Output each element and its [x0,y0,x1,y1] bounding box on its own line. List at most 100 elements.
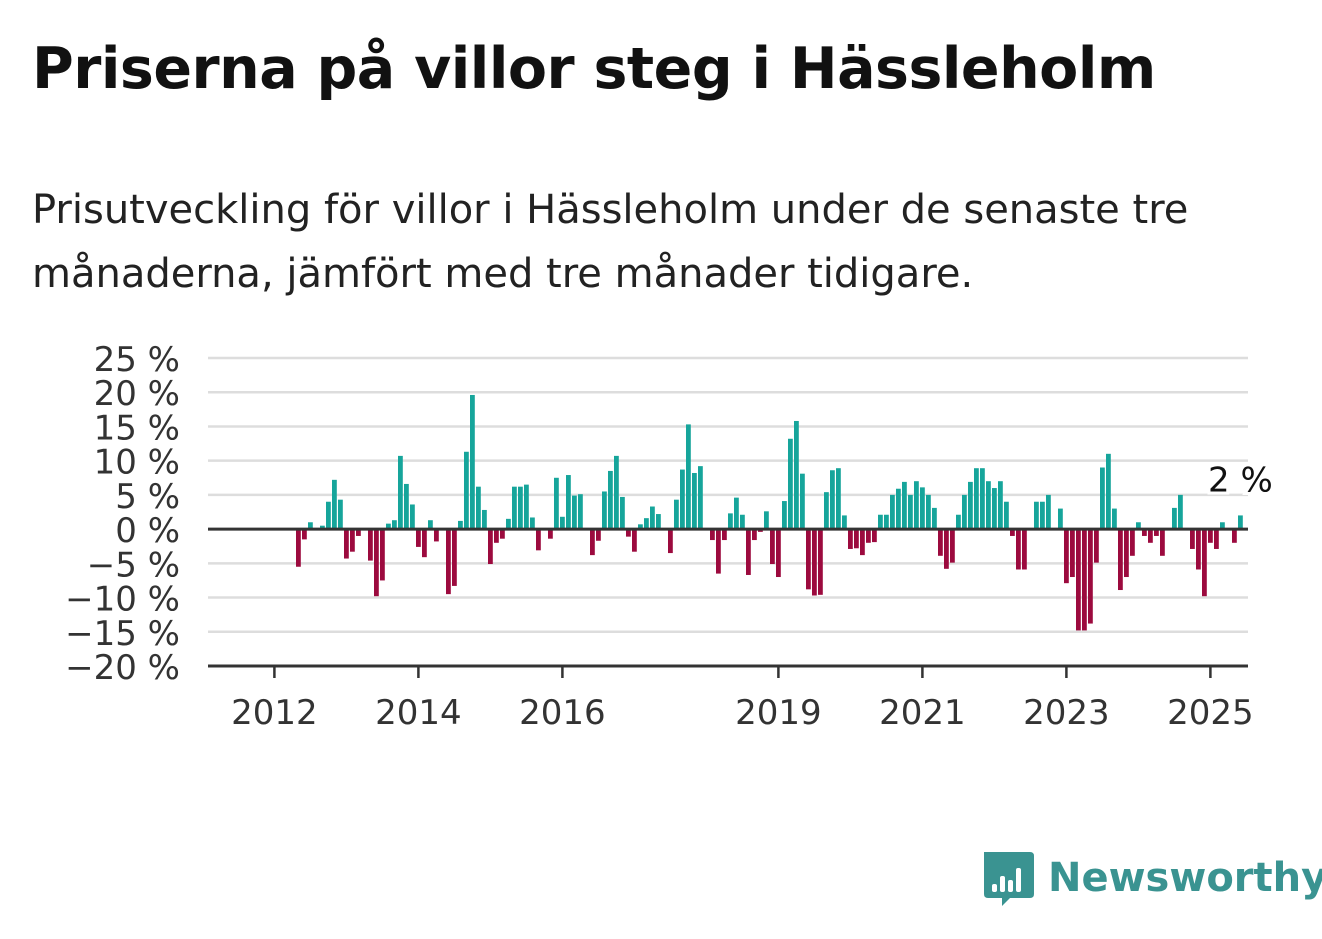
bar [1058,508,1063,530]
bar [422,529,427,558]
bar [380,529,385,581]
bar [392,520,397,530]
bar [872,529,877,543]
bar [398,455,403,530]
bar [338,499,343,530]
y-tick-label: 10 % [94,443,180,483]
bar [428,520,433,530]
bar [776,529,781,578]
bar [992,488,997,530]
bar [794,420,799,530]
bar [1100,467,1105,530]
bar [1022,529,1027,570]
bar [518,486,523,530]
bar [950,529,955,563]
value-annotation: 2 % [1208,460,1273,500]
bar [1070,529,1075,578]
bar [764,511,769,530]
y-tick-label: 0 % [115,511,180,551]
bar [974,468,979,530]
axes [208,527,1248,678]
bar [638,524,643,530]
bar [1232,529,1237,543]
bar [674,499,679,530]
bar [746,529,751,575]
bar [326,501,331,530]
bar [830,470,835,530]
bars [296,394,1243,631]
page-title: Priserna på villor steg i Hässleholm [32,36,1156,102]
bar [734,497,739,530]
x-tick-label: 2019 [735,693,822,733]
bar [572,495,577,530]
bar [1202,529,1207,597]
bar [1016,529,1021,570]
y-tick-label: −15 % [65,614,180,654]
bar [302,529,307,540]
bar [548,529,553,539]
bar [782,501,787,530]
bar [1220,522,1225,530]
bar [350,529,355,552]
bar [866,529,871,543]
bar [1088,529,1093,624]
bar [404,483,409,530]
bar [512,486,517,530]
grid-lines [208,356,1248,634]
bar [356,529,361,536]
bar [1076,529,1081,631]
bar [524,484,529,530]
y-tick-label: −20 % [65,648,180,688]
bar [608,470,613,530]
bar [1142,529,1147,536]
bar [530,517,535,530]
bar [932,507,937,530]
newsworthy-logo-icon [984,852,1034,906]
bar [416,529,421,547]
bar [560,516,565,530]
bar [1172,507,1177,530]
y-tick-label: −5 % [87,545,180,585]
bar [938,529,943,556]
bar [1010,529,1015,536]
bar [464,451,469,530]
bar [482,509,487,530]
bar [752,529,757,541]
bar [476,486,481,530]
bar [1040,501,1045,530]
bar [1136,522,1141,530]
bar [860,529,865,556]
bar [536,529,541,551]
bar [1190,529,1195,549]
brand-name: Newsworthy [1048,855,1322,901]
bar [578,494,583,530]
bar [632,529,637,552]
bar [926,494,931,530]
bar [368,529,373,561]
bar [800,473,805,530]
bar [446,529,451,595]
bar [890,494,895,530]
bar [716,529,721,574]
bar [1148,529,1153,543]
bar [566,475,571,530]
bar [728,513,733,530]
y-tick-label: 5 % [115,477,180,517]
x-tick-label: 2023 [1023,693,1110,733]
bar [1130,529,1135,556]
labels: 25 %20 %15 %10 %5 %0 %−5 %−10 %−15 %−20 … [65,340,1276,733]
bar [944,529,949,569]
bar [620,496,625,530]
bar [320,525,325,530]
bar [1034,501,1039,530]
bar [410,504,415,530]
x-tick-label: 2014 [375,693,462,733]
bar [680,469,685,530]
bar [500,529,505,539]
bar [488,529,493,565]
bar [806,529,811,590]
bar [1154,529,1159,536]
bar [602,491,607,530]
bar [1118,529,1123,591]
bar-chart: 25 %20 %15 %10 %5 %0 %−5 %−10 %−15 %−20 … [65,340,1276,733]
